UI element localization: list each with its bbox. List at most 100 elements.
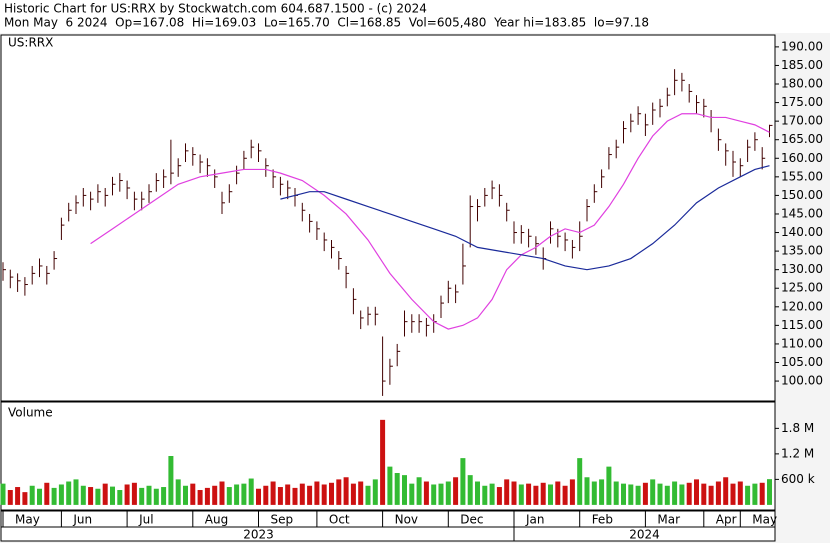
- volume-bar: [350, 483, 356, 505]
- volume-bar: [88, 487, 94, 505]
- header-line: Historic Chart for US:RRX by Stockwatch.…: [4, 2, 427, 16]
- y-tick-label: 130.00: [781, 262, 823, 276]
- y-tick-label: 165.00: [781, 132, 823, 146]
- volume-bar: [679, 484, 685, 505]
- volume-bar: [387, 466, 393, 505]
- volume-bar: [175, 479, 181, 505]
- volume-bar: [453, 477, 459, 505]
- x-tick-label: Jun: [72, 513, 92, 527]
- price-panel: [0, 34, 776, 402]
- volume-bar: [263, 485, 269, 505]
- y-tick-label: 100.00: [781, 374, 823, 388]
- volume-bar: [621, 483, 626, 505]
- x-tick-label: Mar: [657, 513, 680, 527]
- volume-bar: [204, 487, 210, 505]
- volume-bar: [241, 483, 247, 505]
- x-tick-label: Nov: [395, 513, 418, 527]
- x-tick-label: Jul: [138, 513, 153, 527]
- header-line: Mon May 6 2024 Op=167.08 Hi=169.03 Lo=16…: [4, 16, 649, 30]
- y-tick-label: 170.00: [781, 114, 823, 128]
- volume-bar: [423, 481, 429, 505]
- y-tick-label: 1.2 M: [781, 446, 814, 460]
- x-tick-label: Apr: [716, 513, 737, 527]
- volume-bar: [438, 483, 444, 505]
- x-tick-label: Oct: [329, 513, 350, 527]
- volume-label: Volume: [8, 406, 53, 420]
- x-tick-label: Jan: [525, 513, 545, 527]
- volume-bar: [555, 481, 561, 505]
- volume-bar: [686, 482, 692, 505]
- y-tick-label: 1.8 M: [781, 421, 814, 435]
- volume-bar: [248, 478, 254, 505]
- volume-bar: [745, 485, 751, 505]
- symbol-label: US:RRX: [8, 36, 53, 50]
- volume-bar: [613, 481, 619, 505]
- year-label: 2023: [243, 528, 274, 542]
- volume-bar: [212, 485, 218, 505]
- volume-bar: [715, 481, 721, 505]
- y-tick-label: 135.00: [781, 244, 823, 258]
- volume-bar: [533, 485, 539, 505]
- volume-bar: [277, 487, 283, 505]
- y-tick-label: 115.00: [781, 318, 823, 332]
- volume-bar: [0, 483, 6, 505]
- volume-bar: [58, 484, 64, 505]
- volume-bar: [650, 479, 656, 505]
- volume-bar: [321, 484, 327, 505]
- volume-bar: [285, 484, 291, 505]
- volume-bar: [708, 485, 714, 505]
- volume-bar: [657, 483, 663, 505]
- volume-bar: [139, 487, 145, 505]
- x-tick-label: Dec: [460, 513, 483, 527]
- volume-bar: [635, 485, 641, 505]
- volume-bar: [460, 458, 466, 505]
- year-label: 2024: [629, 528, 660, 542]
- volume-bar: [482, 485, 488, 505]
- moving-average: [280, 165, 770, 271]
- volume-bar: [694, 479, 699, 505]
- y-tick-label: 120.00: [781, 299, 823, 313]
- volume-bar: [336, 479, 342, 505]
- volume-bar: [584, 477, 590, 505]
- volume-bar: [66, 481, 72, 505]
- volume-bar: [292, 487, 298, 505]
- volume-bar: [409, 483, 415, 505]
- header-bg: [0, 0, 830, 33]
- volume-bar: [234, 484, 240, 505]
- volume-bar: [467, 475, 473, 505]
- y-tick-label: 190.00: [781, 39, 823, 53]
- volume-bar: [343, 477, 349, 505]
- volume-bar: [504, 479, 510, 505]
- volume-bar: [445, 481, 451, 505]
- volume-bar: [183, 485, 188, 505]
- volume-bar: [102, 483, 108, 505]
- volume-bar: [124, 484, 130, 505]
- volume-bar: [146, 485, 152, 505]
- volume-bar: [672, 481, 678, 505]
- volume-bar: [723, 477, 729, 505]
- volume-bar: [380, 419, 386, 505]
- volume-bar: [526, 483, 532, 505]
- volume-bar: [599, 479, 605, 505]
- volume-bar: [7, 490, 13, 505]
- volume-bar: [365, 485, 371, 505]
- volume-bar: [161, 487, 167, 505]
- volume-bar: [664, 485, 670, 505]
- volume-bar: [358, 481, 364, 505]
- volume-bar: [168, 456, 174, 505]
- volume-bar: [29, 485, 35, 505]
- y-tick-label: 140.00: [781, 225, 823, 239]
- volume-bar: [431, 484, 437, 505]
- volume-bar: [190, 483, 196, 505]
- volume-bar: [226, 487, 232, 505]
- volume-bar: [299, 483, 305, 505]
- volume-bar: [511, 481, 517, 505]
- volume-bar: [95, 488, 101, 505]
- x-tick-label: Aug: [205, 513, 228, 527]
- x-tick-label: May: [752, 513, 777, 527]
- volume-bar: [562, 485, 568, 505]
- volume-bar: [402, 475, 407, 505]
- volume-bar: [394, 473, 400, 505]
- volume-bar: [577, 458, 583, 505]
- y-tick-label: 125.00: [781, 281, 823, 295]
